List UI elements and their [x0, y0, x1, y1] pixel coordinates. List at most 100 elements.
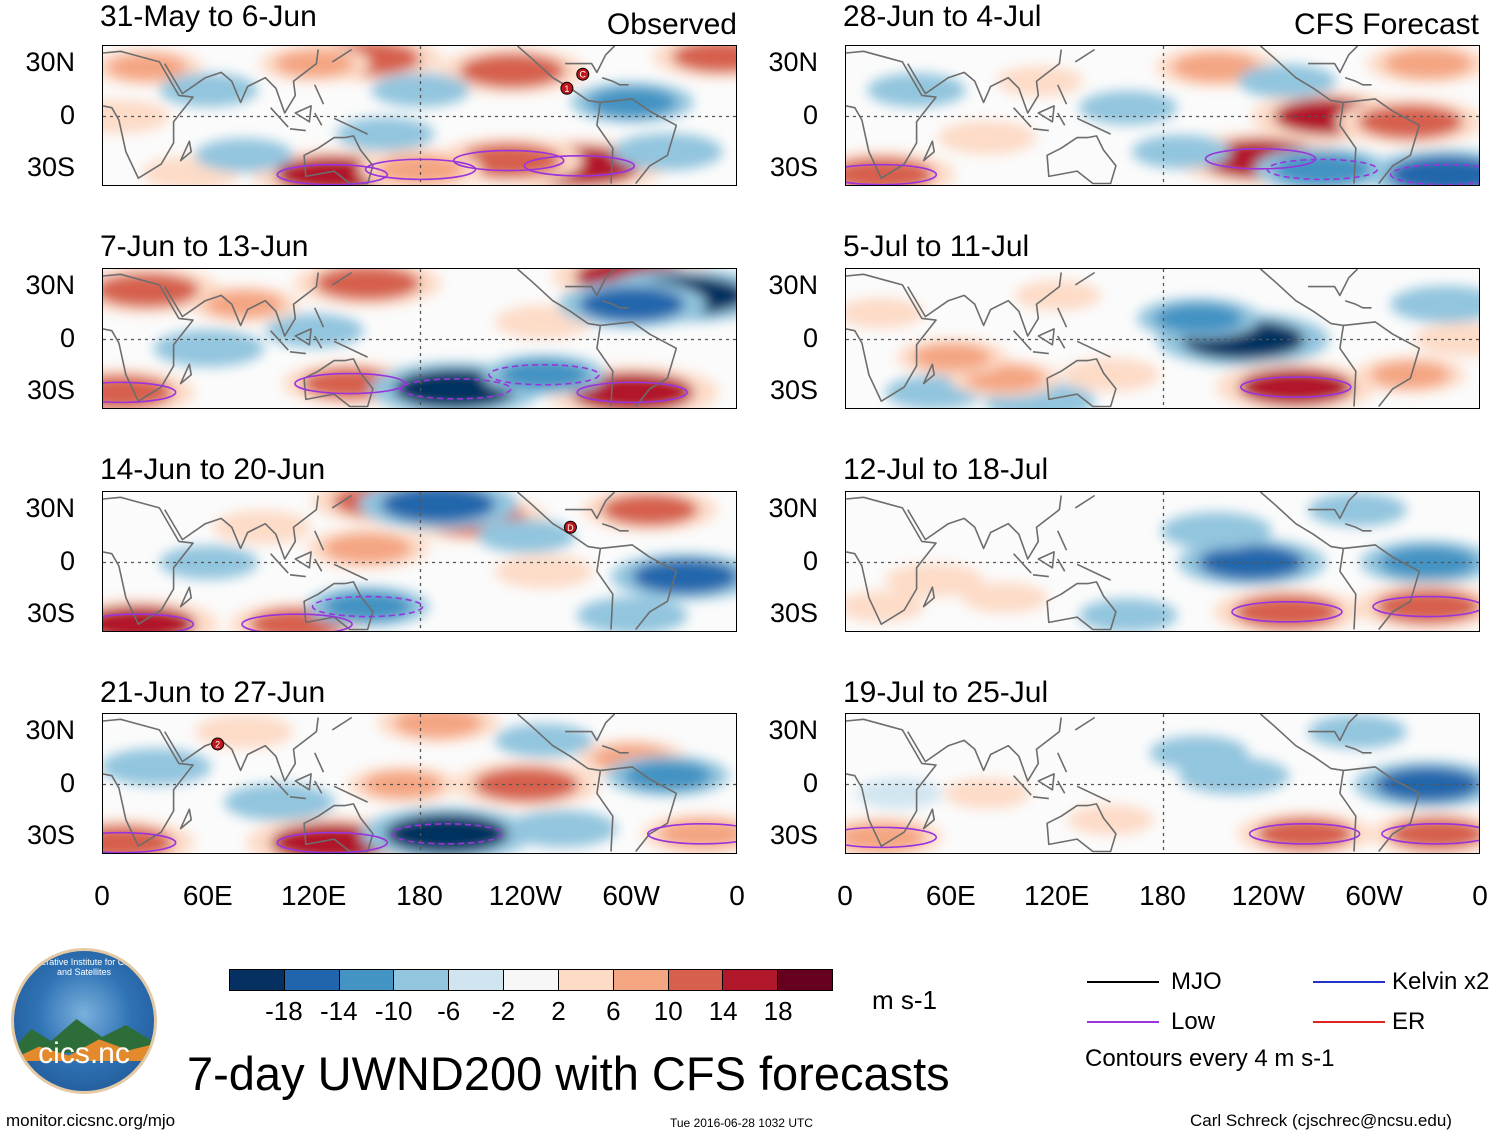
footer-url[interactable]: monitor.cicsnc.org/mjo	[6, 1111, 176, 1130]
x-tick-label: 60E	[182, 880, 233, 911]
coastline	[103, 269, 678, 408]
y-tick-label: 0	[59, 767, 75, 798]
map-panel: 2	[102, 713, 737, 854]
anomaly-core	[1384, 48, 1473, 79]
anomaly-core	[508, 309, 580, 335]
low-contour	[103, 381, 177, 404]
anomaly-core	[204, 290, 284, 319]
anomaly-core	[1256, 817, 1354, 851]
low-contour	[523, 155, 636, 177]
anomaly-core	[671, 46, 736, 73]
storm-marker: 1	[560, 81, 574, 95]
y-tick-label: 0	[59, 99, 75, 130]
anomaly-core	[394, 714, 483, 738]
colorbar-swatch	[394, 970, 450, 990]
anomaly-core	[350, 121, 421, 147]
x-tick-label: 0	[1472, 880, 1488, 911]
anomaly-core	[208, 142, 280, 168]
coastline	[103, 46, 678, 185]
anomaly-core	[588, 87, 677, 118]
legend-mjo-line	[1087, 981, 1159, 983]
x-tick-label: 120W	[488, 880, 562, 911]
panel-title: 5-Jul to 11-Jul	[843, 230, 1030, 263]
low-contour	[646, 823, 736, 845]
anomaly-core	[1322, 719, 1393, 745]
y-tick-label: 30S	[769, 375, 818, 406]
anomaly-core	[1370, 360, 1451, 389]
colorbar-units: m s-1	[872, 985, 937, 1015]
coastline	[846, 714, 1421, 853]
panel-title: 21-Jun to 27-Jun	[100, 676, 326, 709]
map-panel	[845, 713, 1480, 854]
colorbar-swatch	[723, 970, 779, 990]
x-tick-label: 60W	[1345, 880, 1403, 911]
low-contour	[276, 831, 389, 853]
anomaly-core	[850, 595, 913, 618]
colorbar-tick-label: 2	[551, 996, 566, 1026]
anomaly-core	[1234, 594, 1340, 630]
low-contour	[311, 595, 424, 618]
colorbar-swatch	[339, 970, 395, 990]
anomaly-core	[169, 334, 249, 363]
coastline	[103, 492, 678, 631]
anomaly-core	[508, 727, 580, 754]
low-contour	[846, 163, 938, 185]
anomaly-core	[103, 103, 156, 130]
anomaly-core	[1093, 95, 1164, 121]
anomaly-core	[376, 154, 465, 185]
low-contour	[452, 149, 565, 172]
anomaly-core	[868, 781, 930, 805]
anomaly-core	[850, 301, 913, 325]
coastline	[846, 46, 1421, 185]
anomaly-core	[314, 269, 421, 301]
storm-marker-label: D	[567, 523, 574, 533]
anomaly-core	[1428, 326, 1479, 353]
heatmap-svg: D	[103, 492, 736, 631]
anomaly-core	[473, 767, 580, 802]
y-tick-label: 30S	[769, 598, 818, 629]
anomaly-core	[898, 379, 970, 405]
map-panel	[845, 491, 1480, 632]
map-panel: D	[102, 491, 737, 632]
colorbar-swatch	[449, 970, 505, 990]
colorbar-tick-label: -2	[491, 996, 516, 1026]
heatmap-svg: 1C	[103, 46, 736, 185]
low-contour	[1231, 601, 1343, 623]
map-panel	[845, 45, 1480, 186]
low-contour	[1248, 823, 1361, 845]
anomaly-core	[385, 814, 509, 853]
y-tick-label: 0	[802, 99, 818, 130]
anomaly-core	[912, 343, 992, 371]
anomaly-core	[459, 53, 566, 89]
low-contour	[1381, 823, 1479, 845]
anomaly-core	[363, 770, 443, 799]
anomaly-core	[107, 53, 187, 81]
low-contour	[103, 613, 195, 631]
low-contour	[1372, 595, 1479, 618]
logo-text: cics.nc	[38, 1037, 130, 1070]
map-panel	[102, 268, 737, 409]
x-tick-label: 0	[837, 880, 853, 911]
anomaly-core	[508, 558, 580, 584]
footer-author[interactable]: Carl Schreck (cjschrec@ncsu.edu)	[1190, 1111, 1452, 1130]
anomaly-core	[116, 753, 196, 781]
anomaly-core	[1238, 368, 1353, 406]
anomaly-core	[1079, 808, 1142, 832]
low-contour	[1266, 158, 1379, 181]
anomaly-core	[323, 533, 412, 564]
y-tick-label: 0	[802, 767, 818, 798]
anomaly-core	[1375, 589, 1479, 624]
low-contour	[294, 372, 406, 395]
storm-marker-label: 1	[564, 84, 569, 94]
anomaly-core	[1357, 104, 1464, 140]
legend-mjo-label: MJO	[1171, 968, 1222, 995]
y-tick-label: 30N	[25, 492, 75, 523]
panel-title: 28-Jun to 4-Jul	[843, 0, 1042, 33]
x-tick-label: 120E	[280, 880, 347, 911]
colorbar-swatch	[230, 970, 285, 990]
x-tick-label: 180	[396, 880, 443, 911]
legend-er-label: ER	[1392, 1008, 1426, 1035]
forecast-label: CFS Forecast	[1293, 8, 1479, 41]
heatmap-svg: 2	[103, 714, 736, 853]
